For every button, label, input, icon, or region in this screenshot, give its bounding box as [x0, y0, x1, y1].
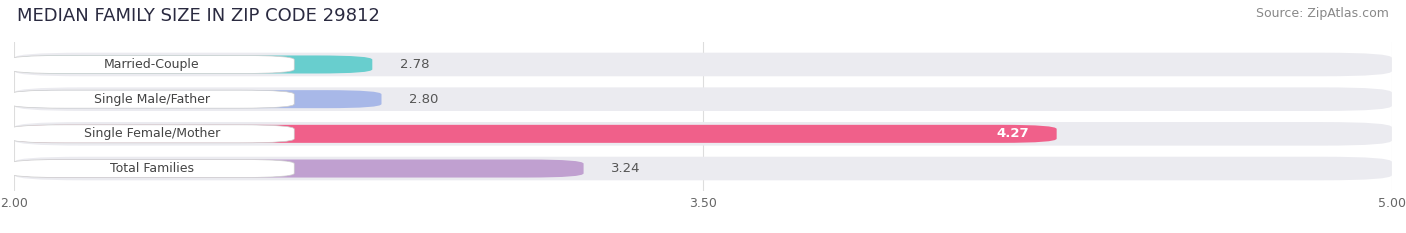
FancyBboxPatch shape — [14, 157, 1392, 180]
FancyBboxPatch shape — [10, 55, 294, 73]
Text: Total Families: Total Families — [110, 162, 194, 175]
FancyBboxPatch shape — [14, 90, 381, 108]
FancyBboxPatch shape — [10, 125, 294, 143]
Text: 3.24: 3.24 — [612, 162, 641, 175]
Text: 4.27: 4.27 — [997, 127, 1029, 140]
Text: Married-Couple: Married-Couple — [104, 58, 200, 71]
Text: 2.80: 2.80 — [409, 93, 439, 106]
FancyBboxPatch shape — [14, 122, 1392, 146]
Text: Source: ZipAtlas.com: Source: ZipAtlas.com — [1256, 7, 1389, 20]
FancyBboxPatch shape — [14, 160, 583, 178]
Text: Single Male/Father: Single Male/Father — [94, 93, 209, 106]
FancyBboxPatch shape — [14, 87, 1392, 111]
FancyBboxPatch shape — [14, 53, 1392, 76]
FancyBboxPatch shape — [14, 125, 1057, 143]
Text: MEDIAN FAMILY SIZE IN ZIP CODE 29812: MEDIAN FAMILY SIZE IN ZIP CODE 29812 — [17, 7, 380, 25]
Text: Single Female/Mother: Single Female/Mother — [84, 127, 219, 140]
Text: 2.78: 2.78 — [399, 58, 429, 71]
FancyBboxPatch shape — [10, 160, 294, 178]
FancyBboxPatch shape — [14, 55, 373, 73]
FancyBboxPatch shape — [10, 90, 294, 108]
